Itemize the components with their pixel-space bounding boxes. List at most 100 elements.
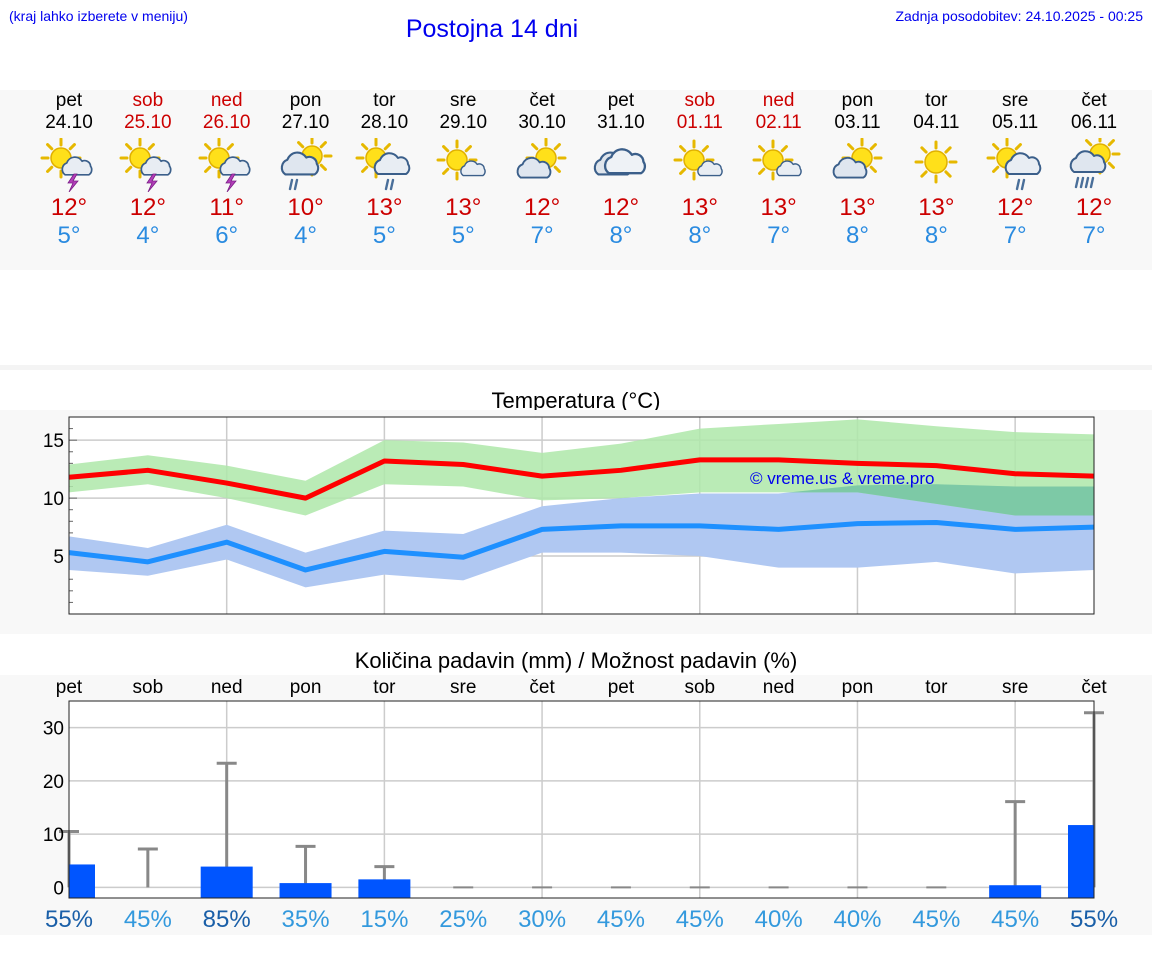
max-temperature: 12°	[997, 194, 1034, 221]
y-tick-label: 15	[43, 431, 64, 452]
plot-frame	[68, 416, 1095, 615]
location-hint: (kraj lahko izberete v meniju)	[9, 8, 188, 24]
max-temperature: 13°	[445, 194, 482, 221]
day-name: sre	[450, 90, 477, 111]
day-name: čet	[1081, 90, 1107, 111]
day-column: ned 26.10 11° 6°	[188, 90, 266, 250]
last-update-label: Zadnja posodobitev: 24.10.2025 - 00:25	[895, 8, 1143, 24]
precipitation-probability: 45%	[991, 906, 1039, 933]
cloud-shape	[61, 156, 93, 176]
daily-forecast-strip: pet 24.10 12° 5° sob 25.10 12° 4° ned 26.10 11° 6° p…	[0, 90, 1152, 270]
raindrop-shape	[288, 178, 293, 191]
cloud-shape	[696, 160, 723, 177]
precipitation-bar	[279, 883, 332, 898]
day-date: 27.10	[281, 112, 330, 133]
min-temperature: 7°	[1082, 222, 1106, 249]
max-temperature: 13°	[839, 194, 876, 221]
cloud-shape	[374, 152, 411, 175]
y-tick-label: 30	[43, 719, 64, 740]
raindrop-shape	[1084, 176, 1090, 189]
precipitation-bar	[1068, 825, 1094, 898]
day-name: pet	[55, 90, 83, 111]
min-temperature: 5°	[57, 222, 81, 249]
precipitation-probability: 85%	[203, 906, 251, 933]
y-tick-label: 0	[53, 878, 64, 899]
precipitation-probability: 45%	[597, 906, 645, 933]
day-date: 25.10	[124, 112, 172, 133]
sun-small-cloud-icon	[673, 139, 723, 181]
min-temperature: 8°	[688, 222, 712, 249]
day-label: pet	[56, 677, 83, 698]
raindrop-shape	[1074, 176, 1080, 189]
day-date: 28.10	[360, 112, 409, 133]
min-temperature: 7°	[1003, 222, 1027, 249]
plot-area	[69, 701, 1094, 898]
lightning-shape	[67, 173, 79, 192]
day-label: pet	[608, 677, 635, 698]
day-column: čet 30.10 12° 7°	[503, 90, 581, 250]
day-label: sre	[450, 677, 476, 698]
day-column: sob 25.10 12° 4°	[109, 90, 187, 250]
cloud-shape	[1004, 152, 1042, 175]
day-column: sre 29.10 13° 5°	[424, 90, 502, 250]
y-tick-label: 5	[53, 547, 64, 568]
sun-small-cloud-icon	[752, 139, 802, 181]
min-temperature-line	[68, 519, 1095, 573]
day-date: 31.10	[597, 112, 645, 133]
precipitation-probability: 45%	[676, 906, 724, 933]
day-column: pet 31.10 12° 8°	[582, 90, 660, 250]
overcast-icon	[593, 148, 646, 176]
precipitation-bar	[989, 885, 1042, 898]
day-name: sob	[684, 90, 716, 111]
min-temperature: 8°	[846, 222, 869, 249]
day-column: pon 03.11 13° 8°	[819, 90, 897, 250]
day-name: pet	[607, 90, 635, 111]
raindrop-shape	[385, 178, 390, 191]
temperature-chart: 5 10 15 © vreme.us & vreme.pro	[43, 416, 1095, 615]
precipitation-probability: 30%	[518, 906, 566, 933]
raindrop-shape	[1020, 178, 1026, 191]
temperature-chart-title: Temperatura (°C)	[491, 388, 661, 413]
min-temperature: 8°	[924, 222, 948, 249]
min-temperature: 7°	[767, 222, 791, 249]
raindrop-shape	[293, 178, 298, 191]
precipitation-probability: 55%	[1070, 906, 1118, 933]
max-temperature-line	[68, 457, 1095, 501]
precipitation-chart: pet sob ned pon tor sre čet pet sob ned pon tor sre č…	[43, 677, 1118, 933]
precipitation-probability: 35%	[282, 906, 330, 933]
precipitation-probability: 15%	[360, 906, 408, 933]
sun-icon	[914, 140, 958, 184]
sun-thunderstorm-icon	[40, 138, 93, 192]
max-temperature: 13°	[918, 194, 955, 221]
day-date: 26.10	[202, 112, 251, 133]
max-temperature: 12°	[129, 194, 166, 221]
day-label: tor	[925, 677, 948, 698]
day-label: ned	[763, 677, 795, 698]
lightning-shape	[146, 173, 158, 192]
day-name: ned	[762, 90, 795, 111]
cloud-shape	[832, 156, 867, 179]
y-tick-label: 10	[43, 825, 64, 846]
sun-cloud-icon	[832, 138, 882, 179]
sun-shape	[40, 138, 82, 179]
min-temperature-range-band	[69, 484, 1094, 588]
day-label: pon	[290, 677, 322, 698]
y-tick-label: 20	[43, 772, 64, 793]
day-date: 01.11	[676, 112, 723, 133]
day-label: čet	[1081, 677, 1107, 698]
min-temperature: 5°	[451, 222, 475, 249]
sun-small-cloud-icon	[436, 139, 487, 181]
day-column: sob 01.11 13° 8°	[661, 90, 739, 250]
day-column: tor 04.11 13° 8°	[897, 90, 975, 250]
day-column: ned 02.11 13° 7°	[740, 90, 818, 250]
raindrop-shape	[1079, 176, 1085, 189]
day-label: sob	[133, 677, 164, 698]
raindrop-shape	[1015, 178, 1021, 191]
day-date: 04.11	[913, 112, 960, 133]
y-tick-label: 10	[43, 489, 64, 510]
day-name: tor	[925, 90, 948, 111]
max-temperature: 11°	[209, 194, 244, 221]
lightning-shape	[224, 173, 237, 192]
day-name: sob	[132, 90, 164, 111]
day-column: tor 28.10 13° 5°	[345, 90, 423, 250]
